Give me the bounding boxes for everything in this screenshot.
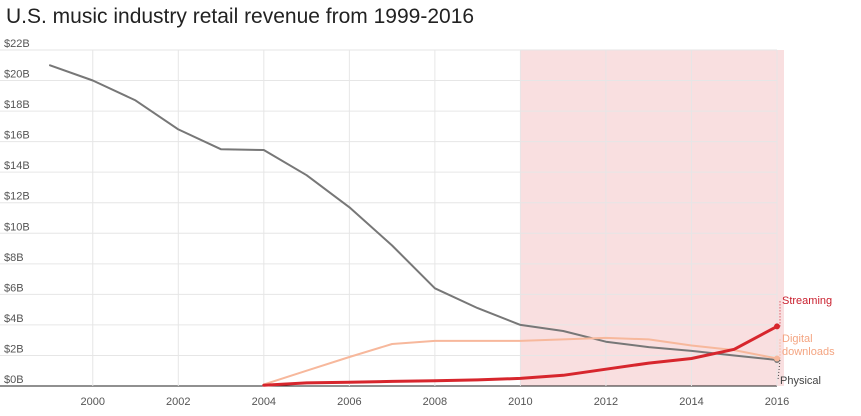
series-endpoint-digital-downloads xyxy=(774,355,780,362)
y-tick-label: $14B xyxy=(4,160,30,172)
series-line-streaming xyxy=(262,324,779,387)
y-tick-label: $4B xyxy=(4,313,24,325)
y-tick-label: $12B xyxy=(4,191,30,203)
chart-title: U.S. music industry retail revenue from … xyxy=(6,5,475,28)
series-label-streaming: Streaming xyxy=(782,295,832,307)
y-axis: $0B $2B $4B $6B $8B $10B $12B $14B $16B $18B $20B $… xyxy=(4,38,30,386)
y-tick-label: $8B xyxy=(4,252,24,264)
y-tick-label: $2B xyxy=(4,343,24,355)
x-tick-label: 2004 xyxy=(252,396,276,408)
y-tick-label: $10B xyxy=(4,221,30,233)
series-line-digital-downloads xyxy=(262,336,778,386)
y-tick-label: $22B xyxy=(4,38,30,50)
label-leader-physical xyxy=(777,359,781,381)
x-tick-label: 2000 xyxy=(81,396,105,408)
y-tick-label: $16B xyxy=(4,130,30,142)
x-axis: 2000 2002 2004 2006 2008 2010 2012 2014 2016 xyxy=(81,396,790,408)
x-tick-label: 2008 xyxy=(423,396,447,408)
y-tick-label: $0B xyxy=(4,374,24,386)
series-label-digital-downloads: downloads xyxy=(782,346,835,358)
x-tick-label: 2006 xyxy=(337,396,361,408)
x-tick-label: 2002 xyxy=(166,396,190,408)
series-label-digital-downloads: Digital xyxy=(782,333,813,345)
highlight-layer xyxy=(520,50,784,386)
series-endpoint-streaming xyxy=(774,323,780,330)
series-layer xyxy=(49,64,780,387)
y-tick-label: $6B xyxy=(4,282,24,294)
y-tick-label: $20B xyxy=(4,69,30,81)
y-tick-label: $18B xyxy=(4,99,30,111)
series-line-physical xyxy=(49,64,778,361)
grid-layer xyxy=(0,49,778,387)
x-tick-label: 2014 xyxy=(679,396,703,408)
x-tick-label: 2016 xyxy=(765,396,789,408)
highlight-band xyxy=(520,50,784,386)
series-label-physical: Physical xyxy=(780,375,821,387)
x-tick-label: 2012 xyxy=(594,396,618,408)
x-tick-label: 2010 xyxy=(508,396,532,408)
